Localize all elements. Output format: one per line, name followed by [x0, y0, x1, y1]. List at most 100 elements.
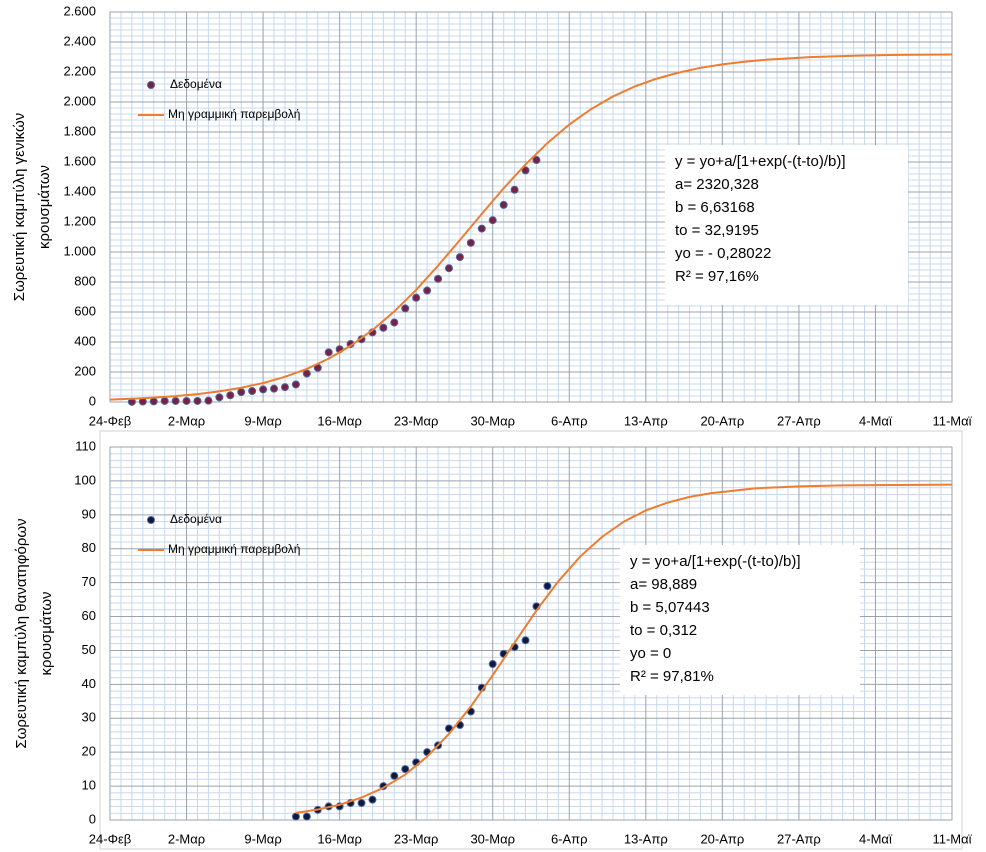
y-tick-label: 400 — [74, 333, 96, 348]
y-axis-label: κρουσμάτων — [38, 591, 55, 675]
data-point — [280, 383, 289, 392]
annotation-text: y = yo+a/[1+exp(-(t-to)/b)] — [675, 153, 846, 170]
annotation-text: R² = 97,81% — [630, 668, 714, 685]
x-tick-label: 24-Φεβ — [89, 831, 131, 846]
y-tick-label: 110 — [75, 438, 96, 453]
legend-marker — [147, 81, 155, 89]
legend-label: Δεδομένα — [170, 77, 222, 91]
annotation-text: yo = 0 — [630, 645, 671, 662]
x-tick-label: 2-Μαρ — [168, 413, 205, 428]
x-tick-label: 4-Μαϊ — [859, 831, 893, 846]
data-point — [248, 387, 257, 396]
y-axis-label: κρουσμάτων — [36, 165, 53, 249]
data-point — [466, 238, 475, 247]
x-tick-label: 27-Απρ — [777, 413, 821, 428]
data-point — [270, 384, 279, 393]
annotation-text: b = 6,63168 — [675, 199, 755, 216]
x-tick-label: 30-Μαρ — [470, 831, 515, 846]
y-tick-label: 2.600 — [63, 3, 96, 18]
data-point — [160, 396, 169, 405]
y-tick-label: 60 — [82, 608, 96, 623]
data-point — [510, 185, 519, 194]
y-tick-label: 50 — [82, 642, 96, 657]
x-tick-label: 9-Μαρ — [244, 413, 281, 428]
y-tick-label: 100 — [74, 472, 96, 487]
data-point — [521, 636, 530, 645]
data-point — [193, 396, 202, 405]
y-tick-label: 2.400 — [63, 33, 96, 48]
data-point — [521, 166, 530, 175]
data-point — [499, 200, 508, 209]
data-point — [215, 393, 224, 402]
data-point — [226, 391, 235, 400]
data-point — [368, 795, 377, 804]
y-tick-label: 20 — [82, 744, 96, 759]
x-tick-label: 27-Απρ — [777, 831, 821, 846]
y-tick-label: 1.600 — [63, 153, 96, 168]
data-point — [302, 369, 311, 378]
data-point — [204, 396, 213, 405]
annotation-box — [665, 145, 908, 305]
data-point — [149, 397, 158, 406]
data-point — [434, 274, 443, 283]
x-tick-label: 6-Απρ — [551, 413, 588, 428]
data-point — [477, 224, 486, 233]
x-tick-label: 9-Μαρ — [244, 831, 281, 846]
annotation-text: to = 0,312 — [630, 622, 697, 639]
y-tick-label: 200 — [74, 363, 96, 378]
fit-line — [109, 53, 953, 401]
annotation-text: to = 32,9195 — [675, 222, 759, 239]
data-point — [488, 660, 497, 669]
fit-line — [295, 483, 953, 814]
y-tick-label: 0 — [89, 393, 96, 408]
data-point — [379, 323, 388, 332]
y-tick-label: 10 — [82, 778, 96, 793]
data-point — [543, 582, 552, 591]
data-point — [302, 812, 311, 821]
annotation-text: a= 98,889 — [630, 576, 697, 593]
y-tick-label: 1.200 — [63, 213, 96, 228]
data-point — [324, 348, 333, 357]
annotation-box — [620, 545, 860, 695]
data-point — [401, 765, 410, 774]
y-tick-label: 40 — [82, 676, 96, 691]
y-tick-label: 1.400 — [63, 183, 96, 198]
y-tick-label: 0 — [89, 811, 96, 826]
y-tick-label: 600 — [74, 303, 96, 318]
chart-frame — [99, 430, 963, 850]
legend-marker — [147, 516, 155, 524]
x-tick-label: 20-Απρ — [700, 413, 744, 428]
data-point — [423, 286, 432, 295]
data-point — [357, 799, 366, 808]
x-tick-label: 6-Απρ — [551, 831, 588, 846]
legend-label: Μη γραμμική παρεμβολή — [168, 542, 300, 556]
y-tick-label: 800 — [74, 273, 96, 288]
annotation-text: a= 2320,328 — [675, 176, 759, 193]
x-tick-label: 2-Μαρ — [168, 831, 205, 846]
y-tick-label: 1.800 — [63, 123, 96, 138]
x-tick-label: 20-Απρ — [700, 831, 744, 846]
legend-label: Μη γραμμική παρεμβολή — [168, 107, 300, 121]
y-tick-label: 1.000 — [63, 243, 96, 258]
y-axis-label: Σωρευτική καμπύλη γενικών — [11, 113, 28, 301]
x-tick-label: 13-Απρ — [624, 831, 668, 846]
data-point — [444, 264, 453, 273]
y-tick-label: 2.200 — [63, 63, 96, 78]
x-tick-label: 30-Μαρ — [470, 413, 515, 428]
data-point — [237, 388, 246, 397]
y-tick-label: 90 — [82, 506, 96, 521]
y-tick-label: 2.000 — [63, 93, 96, 108]
x-tick-label: 16-Μαρ — [317, 413, 362, 428]
annotation-text: yo = - 0,28022 — [675, 245, 771, 262]
legend-label: Δεδομένα — [170, 512, 222, 526]
annotation-text: R² = 97,16% — [675, 268, 759, 285]
data-point — [488, 216, 497, 225]
data-point — [455, 253, 464, 262]
y-axis-label: Σωρευτική καμπύλη θανατηφόρων — [13, 518, 30, 748]
y-tick-label: 80 — [82, 540, 96, 555]
x-tick-label: 4-Μαϊ — [859, 413, 893, 428]
data-point — [182, 396, 191, 405]
x-tick-label: 13-Απρ — [624, 413, 668, 428]
x-tick-label: 24-Φεβ — [89, 413, 131, 428]
